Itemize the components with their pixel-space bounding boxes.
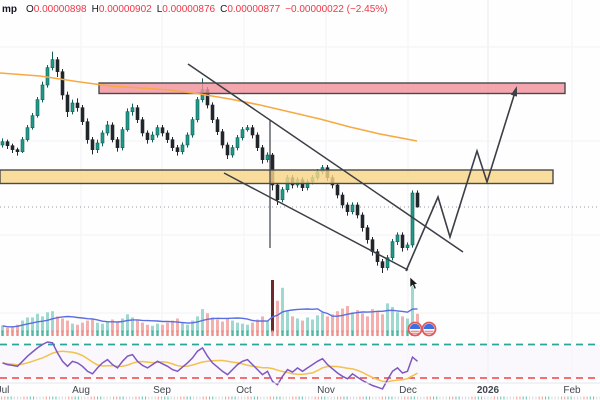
axis-label-dec[interactable]: Dec	[399, 385, 417, 396]
open-label: O	[26, 4, 34, 15]
badge-glyph	[409, 323, 421, 329]
axis-label-nov[interactable]: Nov	[317, 385, 335, 396]
price-ma-line	[0, 72, 418, 142]
rsi-pane	[0, 330, 600, 390]
projection-arrowhead[interactable]	[510, 86, 517, 97]
symbol-fragment[interactable]: mp	[2, 4, 17, 15]
high-value: 0.00000902	[98, 4, 152, 15]
axis-label-sep[interactable]: Sep	[153, 385, 171, 396]
close-label: C	[220, 4, 228, 15]
axis-label-2026[interactable]: 2026	[477, 385, 500, 396]
channel-upper-trendline[interactable]	[187, 63, 464, 253]
drawings-layer[interactable]	[0, 63, 566, 272]
volume-ma-line	[2, 308, 418, 328]
low-value: 0.00000876	[162, 4, 216, 15]
axis-label-feb[interactable]: Feb	[563, 385, 581, 396]
axis-label-aug[interactable]: Aug	[72, 385, 90, 396]
channel-lower-trendline[interactable]	[223, 172, 409, 271]
mouse-cursor	[409, 276, 419, 290]
support-zone[interactable]	[0, 169, 554, 185]
change-value: −0.00000022 (−2.45%)	[285, 4, 388, 15]
axis-label-oct[interactable]: Oct	[236, 385, 252, 396]
projected-path[interactable]	[405, 88, 517, 272]
ohlc-legend[interactable]: mp O0.00000898 H0.00000902 L0.00000876 C0.00…	[2, 4, 388, 16]
volume-pane	[1, 280, 419, 332]
low-label: L	[156, 4, 163, 15]
rsi-ma-line	[2, 350, 418, 383]
rsi-line	[2, 341, 418, 390]
time-axis[interactable]: Jul Aug Sep Oct Nov Dec 2026 Feb	[0, 382, 600, 400]
markers-layer[interactable]	[407, 321, 437, 337]
resistance-zone[interactable]	[98, 82, 566, 95]
badge-glyph	[423, 323, 435, 329]
open-value: 0.00000898	[33, 4, 87, 15]
axis-label-jul[interactable]: Jul	[0, 385, 9, 396]
close-value: 0.00000877	[227, 4, 281, 15]
high-label: H	[91, 4, 99, 15]
